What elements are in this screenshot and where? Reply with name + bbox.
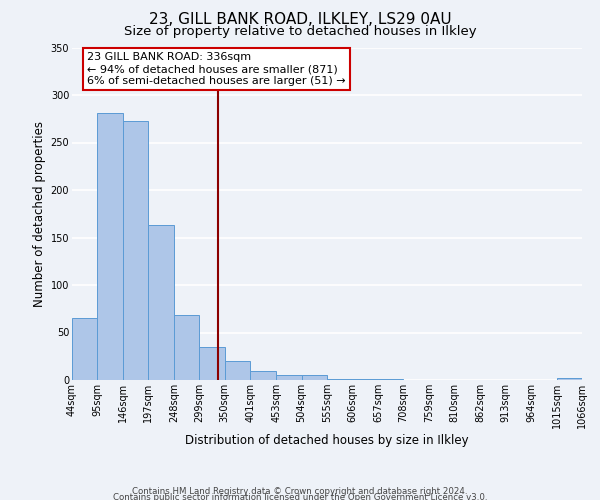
Text: 23 GILL BANK ROAD: 336sqm
← 94% of detached houses are smaller (871)
6% of semi-: 23 GILL BANK ROAD: 336sqm ← 94% of detac… (88, 52, 346, 86)
Bar (352, 379, 378, 380)
Bar (250, 370, 276, 380)
Text: Contains public sector information licensed under the Open Government Licence v3: Contains public sector information licen… (113, 492, 487, 500)
Bar (327, 379, 352, 380)
Bar (378, 379, 403, 380)
Y-axis label: Number of detached properties: Number of detached properties (34, 120, 46, 306)
Bar (225, 361, 250, 380)
Bar (123, 120, 148, 380)
Text: 23, GILL BANK ROAD, ILKLEY, LS29 0AU: 23, GILL BANK ROAD, ILKLEY, LS29 0AU (149, 12, 451, 28)
Bar (174, 316, 199, 380)
Bar (148, 225, 174, 380)
Text: Contains HM Land Registry data © Crown copyright and database right 2024.: Contains HM Land Registry data © Crown c… (132, 486, 468, 496)
Bar (302, 375, 327, 380)
Bar (557, 378, 582, 380)
Bar (199, 347, 225, 380)
Bar (72, 318, 97, 380)
Bar (97, 113, 123, 380)
X-axis label: Distribution of detached houses by size in Ilkley: Distribution of detached houses by size … (185, 434, 469, 446)
Text: Size of property relative to detached houses in Ilkley: Size of property relative to detached ho… (124, 25, 476, 38)
Bar (276, 375, 302, 380)
